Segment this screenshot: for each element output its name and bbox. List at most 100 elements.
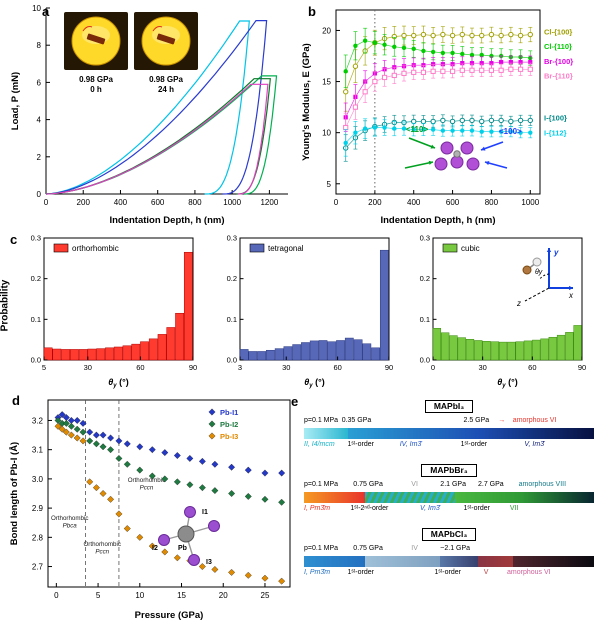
phase-segment [304,492,365,503]
phase-segment [364,556,441,567]
panel-d-chart: 0 5 10 15 20 25 2.7 2.8 2.9 3.0 3.1 3.2 Pressure (GP… [6,392,298,623]
phase-segment [440,556,478,567]
panel-b-svg: 0 200 400 600 800 1000 5 10 15 20 Indentation Dept… [301,9,573,226]
series-Cl-{110} [343,27,533,89]
svg-text:60: 60 [528,363,536,372]
svg-text:θy (°): θy (°) [304,377,324,389]
hist-svg-cubic: 0 30 60 90 0.0 0.1 0.2 0.3 θy (°) cubic y x z θy [420,234,587,390]
svg-text:200: 200 [77,198,91,207]
phase-bottom-label: V, Im3̄ [420,505,440,512]
svg-text:0.3: 0.3 [227,234,237,243]
svg-text:30: 30 [84,363,92,372]
svg-text:cubic: cubic [461,244,480,253]
svg-text:0: 0 [37,190,42,199]
panel-b-chart: 0 200 400 600 800 1000 5 10 15 20 Indentation Dept… [298,2,600,228]
svg-text:4: 4 [37,116,42,125]
svg-text:15: 15 [177,591,186,600]
series-curve-blue [45,20,268,195]
svg-text:Orthorhombic: Orthorhombic [51,515,88,522]
svg-text:25: 25 [261,591,270,600]
series-Pb-I2 [54,416,286,506]
svg-text:3.0: 3.0 [32,475,44,484]
svg-text:Cl-{110}: Cl-{110} [544,42,572,51]
svg-text:24 h: 24 h [158,85,174,94]
phase-bar [304,556,594,567]
svg-text:θy (°): θy (°) [108,377,128,389]
svg-text:3.1: 3.1 [32,446,44,455]
svg-text:0.2: 0.2 [420,274,430,283]
phase-top-label: p=0.1 MPa [304,417,339,424]
phase-top-label: IV [411,545,418,552]
phase-top-label: VI [411,481,418,488]
phase-block: MAPbBr₃ p=0.1 MPa 0.75 GPa VI 2.1 GPa 2.7 GPa… [304,460,594,515]
arrow-icon: → [498,417,506,424]
phase-top-label: amorphous VI [512,417,557,424]
svg-text:0.1: 0.1 [227,315,237,324]
phase-bar [304,492,594,503]
phase-bottom-label: 1ˢᵗ-order [347,441,374,448]
phase-bar [304,428,594,439]
svg-text:θy (°): θy (°) [497,377,517,389]
svg-text:0.3: 0.3 [31,234,41,243]
svg-text:0: 0 [54,591,59,600]
svg-text:0.98 GPa: 0.98 GPa [79,75,113,84]
svg-text:Cl-{100}: Cl-{100} [544,27,572,36]
svg-text:0.0: 0.0 [420,356,430,365]
svg-text:1000: 1000 [521,198,539,207]
compound-title: MAPbCl₃ [421,528,477,541]
panel-letter-a: a [42,4,50,19]
hist-svg-tetragonal: 3 30 60 90 0.0 0.1 0.2 0.3 θy (°) tetragonal [227,234,394,390]
svg-text:600: 600 [151,198,165,207]
phase-top-label: p=0.1 MPa [304,545,339,552]
series-I-{100} [343,114,533,162]
phase-segment [477,556,513,567]
panel-c-ylabel: Probability [0,279,11,332]
svg-text:30: 30 [282,363,290,372]
phase-bottom-label: II, I4/mcm [304,441,335,448]
phase-bottom-label: 1ˢᵗ-order [347,569,374,576]
svg-text:2: 2 [37,153,42,162]
phase-block: MAPbI₃ p=0.1 MPa 0.35 GPa 2.5 GPa → amorphous… [304,396,594,451]
svg-text:Orthorhombic: Orthorhombic [83,541,120,548]
svg-text:0: 0 [334,198,339,207]
svg-text:0.1: 0.1 [420,315,430,324]
svg-text:Load, P (mN): Load, P (mN) [10,72,21,130]
svg-text:400: 400 [407,198,421,207]
panel-a-chart: 0 200 400 600 800 1000 1200 0 2 4 6 8 10 Indentation … [6,2,298,228]
phase-bottom-label: amorphous VI [507,569,551,576]
phase-bottom-label: 1ˢᵗ-order [460,441,488,448]
svg-text:Pbca: Pbca [63,522,78,529]
svg-text:5: 5 [96,591,101,600]
svg-text:0.1: 0.1 [31,315,41,324]
svg-text:8: 8 [37,41,42,50]
phase-bottom-label: VII [509,505,519,512]
svg-text:Indentation Depth, h (nm): Indentation Depth, h (nm) [380,215,495,226]
svg-text:0: 0 [431,363,435,372]
panel-letter-b: b [308,4,316,19]
svg-text:Pccn: Pccn [95,549,109,556]
svg-text:orthorhombic: orthorhombic [72,244,119,253]
phase-block: MAPbCl₃ p=0.1 MPa 0.75 GPa IV ~2.1 GPa I, Pm3… [304,524,594,579]
svg-text:5: 5 [42,363,46,372]
svg-text:15: 15 [322,78,331,87]
svg-text:1000: 1000 [223,198,241,207]
svg-text:I1: I1 [202,509,208,516]
svg-text:0 h: 0 h [90,85,102,94]
svg-text:0.98 GPa: 0.98 GPa [149,75,183,84]
svg-text:90: 90 [578,363,586,372]
phase-top-label: 2.7 GPa [478,481,504,488]
compound-title: MAPbBr₃ [421,464,477,477]
svg-text:Pb-I3: Pb-I3 [220,432,238,441]
svg-text:I2: I2 [152,545,158,552]
panel-letter-d: d [12,393,20,408]
svg-text:0.3: 0.3 [420,234,430,243]
svg-text:2.7: 2.7 [32,563,44,572]
svg-text:3: 3 [238,363,242,372]
phase-bottom-label: 1ˢᵗ-order [434,569,461,576]
svg-text:z: z [516,299,521,308]
phase-bottom-label: 1ˢᵗ-order [463,505,490,512]
svg-text:10: 10 [32,4,41,13]
svg-text:Pb: Pb [178,545,187,552]
